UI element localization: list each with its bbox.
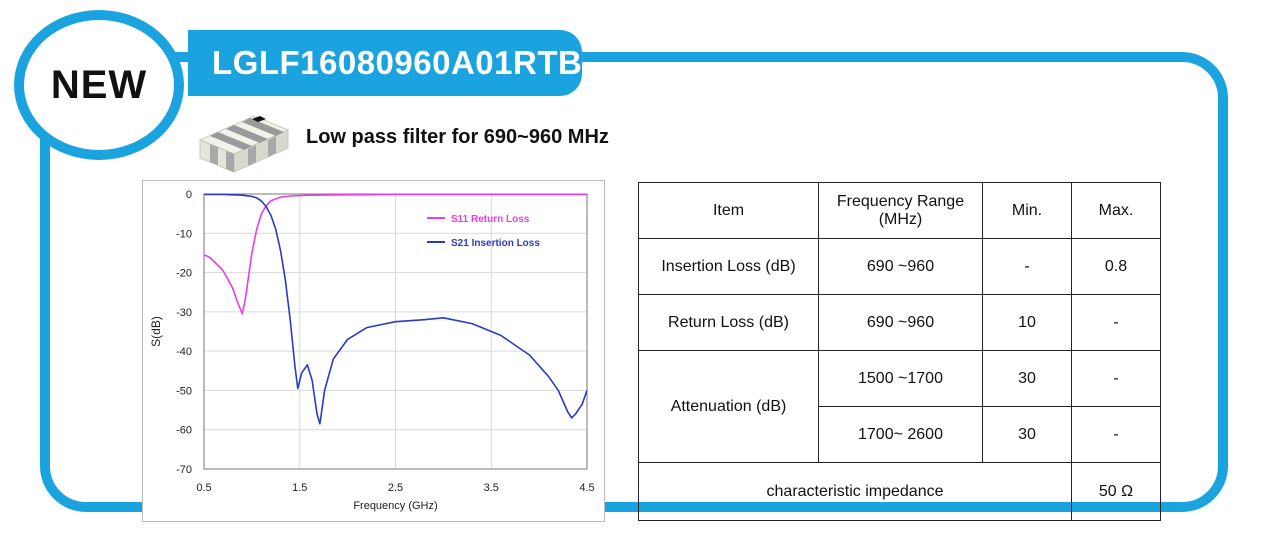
y-tick-label: -30 (176, 307, 192, 319)
y-tick-label: -10 (176, 228, 192, 240)
s-parameter-chart: 0 -10 -20 -30 -40 -50 -60 -70 0.5 1.5 2.5 3.5 4.5 Fre… (142, 180, 605, 522)
row-impedance: characteristic impedance 50 Ω (638, 462, 1161, 521)
row-return-loss: Return Loss (dB) 690 ~960 10 - (638, 294, 1161, 351)
new-badge-label: NEW (50, 62, 148, 107)
y-tick-label: -20 (176, 268, 192, 280)
y-tick-label: -50 (176, 385, 192, 397)
cell-item: Insertion Loss (dB) (638, 238, 819, 295)
cell-impedance-value: 50 Ω (1071, 462, 1161, 521)
filter-chip-image (198, 115, 290, 173)
part-number: LGLF16080960A01RTB (212, 44, 583, 81)
spec-table-header: Item Frequency Range (MHz) Min. Max. (638, 182, 1161, 239)
header-frequency-range: Frequency Range (MHz) (818, 182, 983, 239)
chart-svg: 0 -10 -20 -30 -40 -50 -60 -70 0.5 1.5 2.5 3.5 4.5 Fre… (149, 189, 595, 512)
cell-min: 30 (982, 350, 1072, 407)
subtitle: Low pass filter for 690~960 MHz (306, 126, 609, 148)
x-tick-label: 3.5 (484, 482, 499, 494)
x-tick-label: 1.5 (292, 482, 307, 494)
cell-max: - (1071, 406, 1161, 463)
cell-impedance-label: characteristic impedance (638, 462, 1072, 521)
cell-max: - (1071, 294, 1161, 351)
s21-series-line (204, 193, 588, 425)
x-tick-label: 4.5 (579, 482, 594, 494)
y-tick-label: -70 (176, 464, 192, 476)
cell-range: 690 ~960 (818, 238, 983, 295)
header-range-line1: Frequency Range (836, 192, 965, 210)
cell-range: 690 ~960 (818, 294, 983, 351)
row-insertion-loss: Insertion Loss (dB) 690 ~960 - 0.8 (638, 238, 1161, 295)
header-max: Max. (1071, 182, 1161, 239)
cell-item: Return Loss (dB) (638, 294, 819, 351)
cell-range: 1700~ 2600 (818, 406, 983, 463)
header-min: Min. (982, 182, 1072, 239)
cell-min: 30 (982, 406, 1072, 463)
legend-label: S21 Insertion Loss (451, 238, 540, 249)
x-tick-label: 2.5 (388, 482, 403, 494)
title-banner: LGLF16080960A01RTB (188, 30, 582, 96)
x-tick-label: 0.5 (196, 482, 211, 494)
header-range-line2: (MHz) (878, 210, 923, 228)
row-attenuation-2: 1700~ 2600 30 - (639, 406, 1161, 463)
x-axis-label: Frequency (GHz) (353, 500, 437, 512)
legend-label: S11 Return Loss (451, 214, 530, 225)
cell-max: 0.8 (1071, 238, 1161, 295)
cell-range: 1500 ~1700 (818, 350, 983, 407)
row-attenuation-1: Attenuation (dB) 1500 ~1700 30 - (638, 350, 1161, 463)
s11-series-line (203, 193, 587, 315)
cell-min: - (982, 238, 1072, 295)
y-axis-label: S(dB) (149, 316, 163, 347)
cell-min: 10 (982, 294, 1072, 351)
y-tick-label: -40 (176, 346, 192, 358)
y-tick-label: 0 (186, 189, 192, 201)
new-badge: NEW (14, 10, 184, 160)
card-frame (40, 52, 1228, 512)
y-tick-label: -60 (176, 425, 192, 437)
cell-attenuation-item: Attenuation (dB) (638, 350, 819, 463)
header-item: Item (638, 182, 819, 239)
spec-table: Item Frequency Range (MHz) Min. Max. Ins… (638, 182, 1161, 521)
cell-max: - (1071, 350, 1161, 407)
